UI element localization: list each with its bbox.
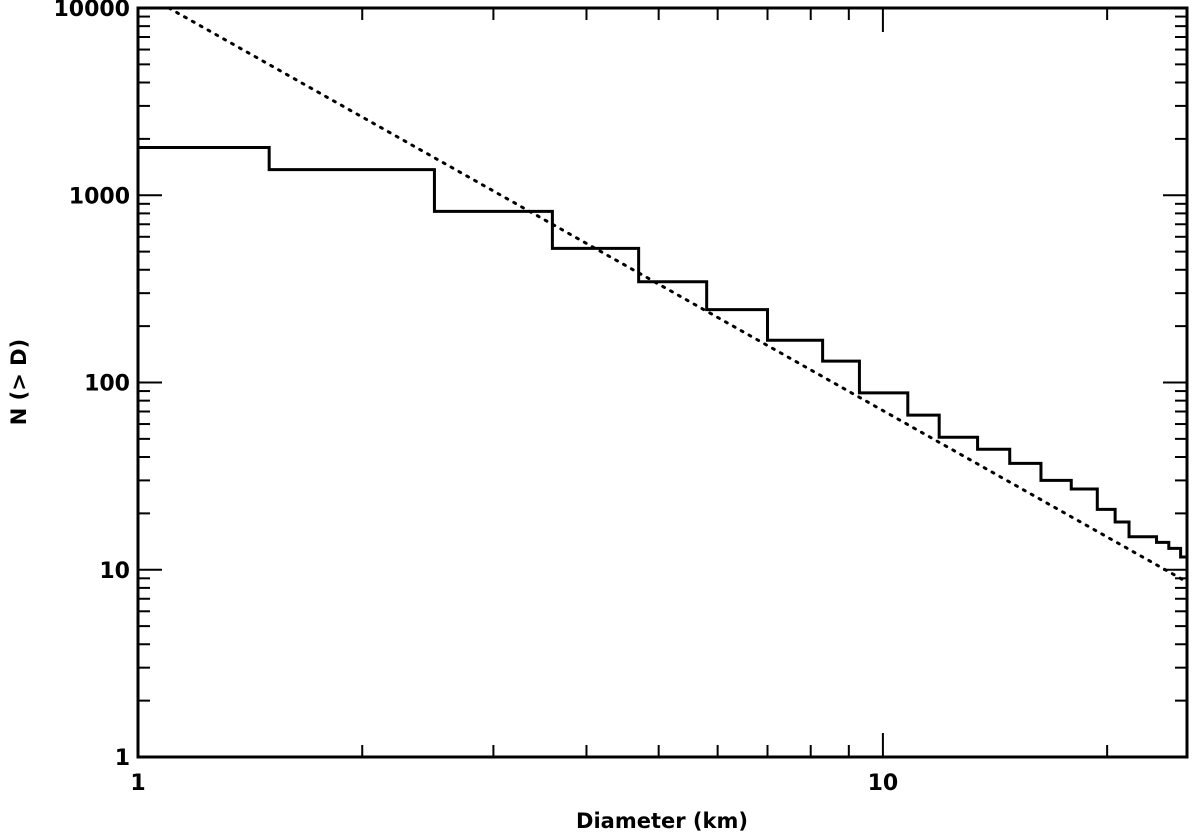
cumulative-step-series [138,145,1189,579]
y-tick-label: 100 [84,372,130,397]
y-tick-label: 1 [115,746,130,771]
power-law-fit-line [167,6,1189,584]
y-tick-labels: 1 10 100 1000 10000 [53,0,130,771]
plot-frame [136,6,1189,759]
y-tick-label: 1000 [69,184,130,209]
x-axis-label: Diameter (km) [576,809,748,833]
x-tick-labels: 1 10 [130,771,898,796]
axis-ticks [137,8,1187,758]
x-tick-label: 10 [868,771,899,796]
y-axis-label: N (> D) [7,339,31,425]
y-tick-label: 10000 [53,0,130,22]
y-tick-label: 10 [99,559,130,584]
x-tick-label: 1 [130,771,145,796]
series-layer [138,6,1189,584]
